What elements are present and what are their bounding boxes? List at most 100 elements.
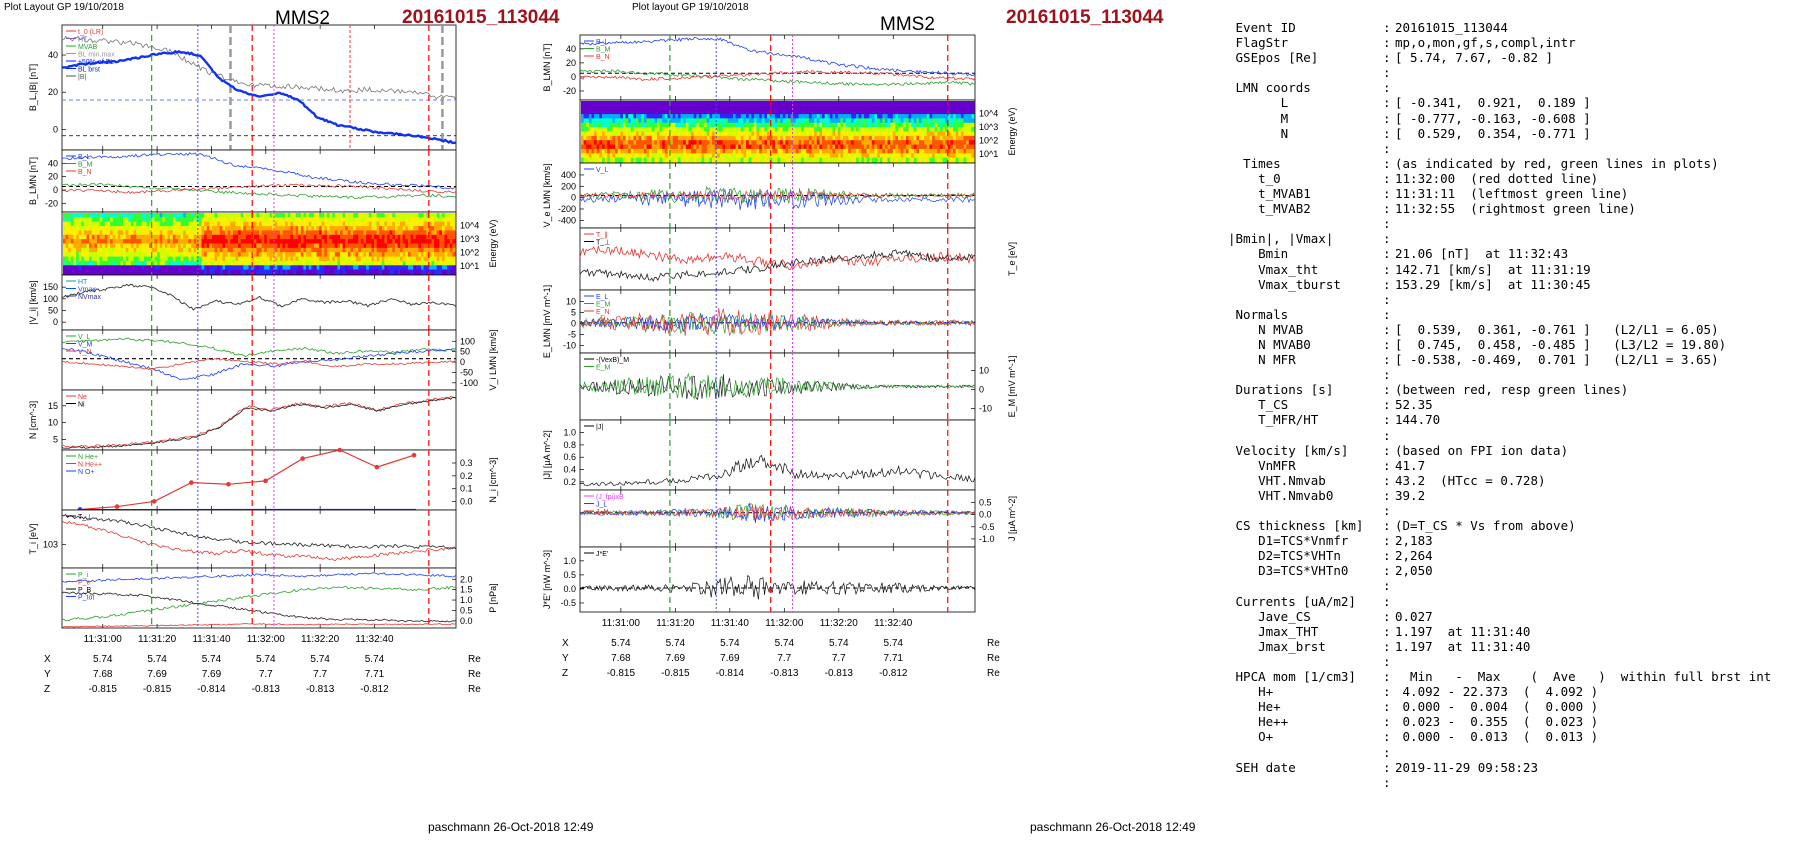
electron-spectrogram-cell <box>591 131 595 137</box>
electron-spectrogram-cell <box>677 135 681 141</box>
ion-spectrogram-cell <box>162 226 166 231</box>
electron-spectrogram-cell <box>945 114 949 119</box>
ion-spectrogram-cell <box>342 260 346 266</box>
ion-spectrogram-cell <box>360 234 364 240</box>
ion-spectrogram-cell <box>287 221 291 227</box>
electron-spectrogram-cell <box>680 153 684 159</box>
ion-spectrogram-cell <box>350 265 354 271</box>
ion-spectrogram-cell <box>308 239 312 244</box>
ion-spectrogram-cell <box>274 252 278 258</box>
ion-spectrogram-cell <box>70 239 74 244</box>
ion-spectrogram-cell <box>415 226 419 231</box>
info-colon: : <box>1383 80 1391 96</box>
ion-spectrogram-cell <box>363 252 367 258</box>
ion-spectrogram-cell <box>358 234 362 240</box>
ion-spectrogram-cell <box>248 230 252 236</box>
electron-spectrogram-cell <box>727 153 731 159</box>
ion-spectrogram-cell <box>321 247 325 253</box>
ion-spectrogram-cell <box>306 213 310 218</box>
electron-spectrogram-cell <box>908 157 912 163</box>
ion-spectrogram-cell <box>376 234 380 240</box>
electron-spectrogram-cell <box>892 118 896 124</box>
ion-spectrogram-cell <box>358 230 362 236</box>
electron-spectrogram-cell <box>814 114 818 119</box>
ion-spectrogram-cell <box>313 230 317 236</box>
ion-spectrogram-cell <box>65 226 69 231</box>
electron-spectrogram-cell <box>612 157 616 163</box>
ion-spectrogram-cell <box>319 256 323 262</box>
electron-spectrogram-cell <box>670 153 674 159</box>
ion-spectrogram-cell <box>358 269 362 275</box>
electron-spectrogram-cell <box>685 135 689 141</box>
ion-spectrogram-cell <box>413 221 417 227</box>
electron-spectrogram-cell <box>764 122 768 128</box>
ion-spectrogram-cell <box>347 269 351 275</box>
electron-spectrogram-cell <box>709 135 713 141</box>
ion-spectrogram-cell <box>154 247 158 253</box>
ion-spectrogram-cell <box>130 265 134 271</box>
pos-value: 5.74 <box>365 654 385 665</box>
ion-spectrogram-cell <box>91 256 95 262</box>
electron-spectrogram-cell <box>837 109 841 115</box>
ion-spectrogram-cell <box>334 243 338 249</box>
ion-spectrogram-cell <box>167 247 171 253</box>
electron-spectrogram-cell <box>945 118 949 124</box>
ion-spectrogram-cell <box>120 243 124 249</box>
tpar-line <box>61 520 457 562</box>
electron-spectrogram-cell <box>607 131 611 137</box>
ion-spectrogram-cell <box>170 226 174 231</box>
electron-spectrogram-cell <box>811 114 815 119</box>
electron-spectrogram-cell <box>748 148 752 154</box>
electron-spectrogram-cell <box>890 140 894 146</box>
ion-spectrogram-cell <box>279 217 283 223</box>
ion-spectrogram-cell <box>159 247 163 253</box>
ion-spectrogram-cell <box>225 221 229 227</box>
ion-spectrogram-cell <box>99 252 103 258</box>
ion-spectrogram-cell <box>76 252 80 258</box>
electron-spectrogram-cell <box>759 127 763 132</box>
electron-spectrogram-cell <box>785 135 789 141</box>
ion-spectrogram-cell <box>366 252 370 258</box>
ion-spectrogram-cell <box>157 234 161 240</box>
electron-spectrogram-cell <box>869 109 873 115</box>
ion-spectrogram-cell <box>235 265 239 271</box>
ion-spectrogram-cell <box>410 217 414 223</box>
electron-spectrogram-cell <box>782 118 786 124</box>
ion-spectrogram-cell <box>151 247 155 253</box>
ion-spectrogram-cell <box>342 252 346 258</box>
ion-spectrogram-cell <box>146 247 150 253</box>
electron-spectrogram-cell <box>913 105 917 111</box>
ion-spectrogram-cell <box>240 256 244 262</box>
ion-spectrogram-cell <box>164 239 168 244</box>
electron-spectrogram-cell <box>698 135 702 141</box>
ion-spectrogram-cell <box>371 234 375 240</box>
electron-spectrogram-cell <box>816 122 820 128</box>
electron-spectrogram-cell <box>670 118 674 124</box>
electron-spectrogram-cell <box>602 127 606 132</box>
legend-entry: Vmax <box>78 287 96 294</box>
ion-spectrogram-cell <box>421 247 425 253</box>
electron-spectrogram-cell <box>819 157 823 163</box>
ion-spectrogram-cell <box>65 269 69 275</box>
electron-spectrogram-cell <box>895 105 899 111</box>
electron-spectrogram-cell <box>743 122 747 128</box>
ion-spectrogram-cell <box>379 217 383 223</box>
electron-spectrogram-cell <box>921 127 925 132</box>
ion-spectrogram-cell <box>110 234 114 240</box>
ion-spectrogram-cell <box>402 234 406 240</box>
electron-spectrogram-cell <box>727 127 731 132</box>
ion-spectrogram-cell <box>337 239 341 244</box>
ion-spectrogram-cell <box>426 230 430 236</box>
ion-spectrogram-cell <box>368 260 372 266</box>
electron-spectrogram-cell <box>609 114 613 119</box>
ion-spectrogram-cell <box>157 226 161 231</box>
ion-spectrogram-cell <box>444 256 448 262</box>
ion-spectrogram-cell <box>355 234 359 240</box>
ion-spectrogram-cell <box>110 243 114 249</box>
electron-spectrogram-cell <box>887 122 891 128</box>
electron-spectrogram-cell <box>735 122 739 128</box>
electron-spectrogram-cell <box>719 153 723 159</box>
electron-spectrogram-cell <box>819 144 823 150</box>
ion-spectrogram-cell <box>410 247 414 253</box>
ion-spectrogram-cell <box>206 230 210 236</box>
